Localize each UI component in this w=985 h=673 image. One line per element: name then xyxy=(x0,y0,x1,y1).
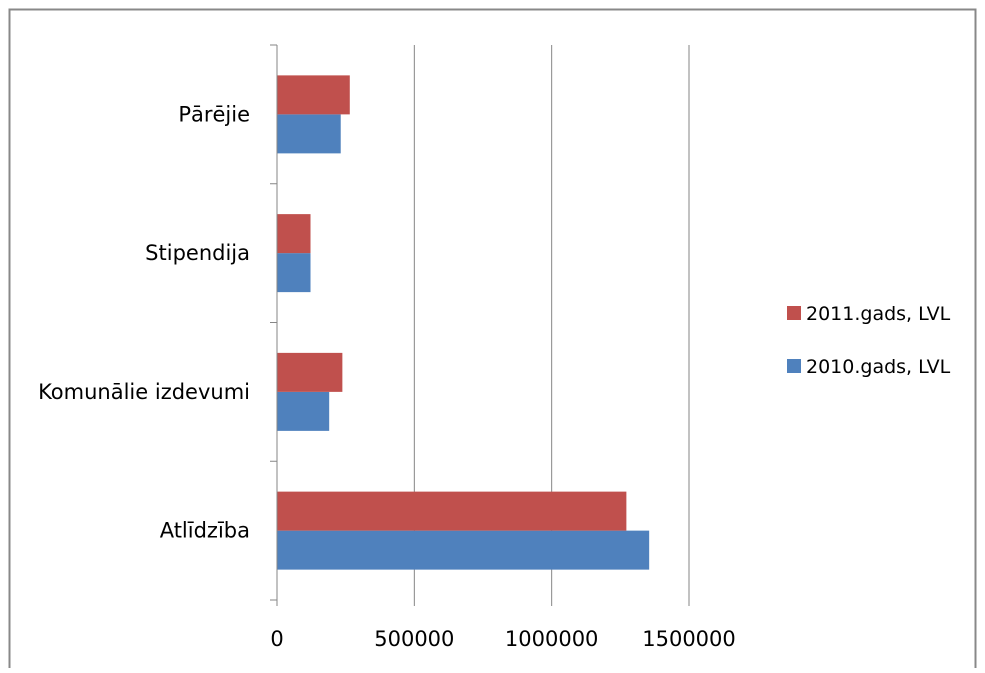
category-label: Komunālie izdevumi xyxy=(38,380,250,404)
x-tick-label: 0 xyxy=(270,627,283,651)
legend: 2011.gads, LVL 2010.gads, LVL xyxy=(787,303,951,378)
bar xyxy=(277,214,311,254)
x-tick-label: 1000000 xyxy=(505,627,599,651)
bar xyxy=(277,75,350,115)
category-label: Pārējie xyxy=(178,102,250,126)
x-tick-label: 1500000 xyxy=(642,627,736,651)
axes xyxy=(270,44,690,606)
bar xyxy=(277,530,650,570)
legend-label: 2010.gads, LVL xyxy=(806,356,951,378)
legend-swatch xyxy=(787,359,801,373)
bar xyxy=(277,352,343,392)
bar xyxy=(277,253,311,293)
bar xyxy=(277,114,341,154)
legend-swatch xyxy=(787,306,801,320)
x-tick-labels: 0 500000 1000000 1500000 xyxy=(270,627,735,651)
bars xyxy=(277,75,650,570)
category-label: Stipendija xyxy=(145,241,250,265)
bar xyxy=(277,391,330,431)
category-labels: Atlīdzība Komunālie izdevumi Stipendija Pār… xyxy=(38,102,250,542)
bar xyxy=(277,491,627,531)
x-tick-label: 500000 xyxy=(374,627,454,651)
category-label: Atlīdzība xyxy=(160,519,250,543)
legend-label: 2011.gads, LVL xyxy=(806,303,951,325)
chart-border xyxy=(8,8,977,673)
